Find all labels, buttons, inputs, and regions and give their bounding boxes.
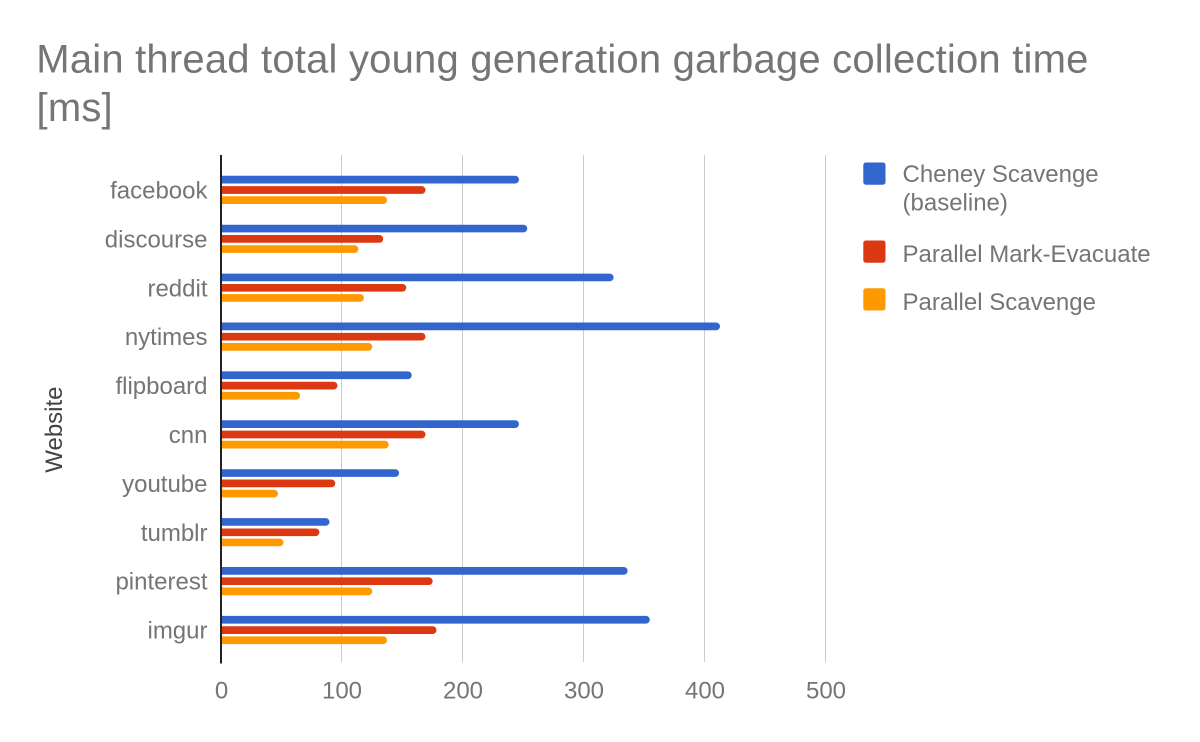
svg-text:200: 200 [443, 678, 483, 705]
svg-text:cnn: cnn [169, 422, 208, 449]
svg-text:Parallel Mark-Evacuate: Parallel Mark-Evacuate [903, 241, 1151, 268]
svg-text:facebook: facebook [110, 178, 208, 205]
svg-text:[ms]: [ms] [37, 86, 113, 130]
svg-text:Website: Website [41, 386, 68, 472]
svg-text:reddit: reddit [147, 275, 207, 302]
svg-text:Main thread total young genera: Main thread total young generation garba… [36, 38, 1088, 82]
svg-text:0: 0 [215, 678, 228, 705]
svg-text:nytimes: nytimes [125, 324, 208, 351]
svg-text:500: 500 [806, 678, 846, 705]
svg-text:(baseline): (baseline) [903, 190, 1008, 217]
svg-text:Parallel Scavenge: Parallel Scavenge [903, 289, 1096, 316]
svg-text:youtube: youtube [122, 471, 207, 498]
svg-text:tumblr: tumblr [141, 520, 208, 547]
svg-text:100: 100 [322, 678, 362, 705]
svg-text:Cheney Scavenge: Cheney Scavenge [903, 161, 1099, 188]
svg-text:pinterest: pinterest [115, 569, 207, 596]
svg-text:flipboard: flipboard [115, 373, 207, 400]
svg-text:300: 300 [564, 678, 604, 705]
svg-text:imgur: imgur [147, 618, 207, 645]
svg-text:discourse: discourse [105, 226, 208, 253]
svg-text:400: 400 [685, 678, 725, 705]
